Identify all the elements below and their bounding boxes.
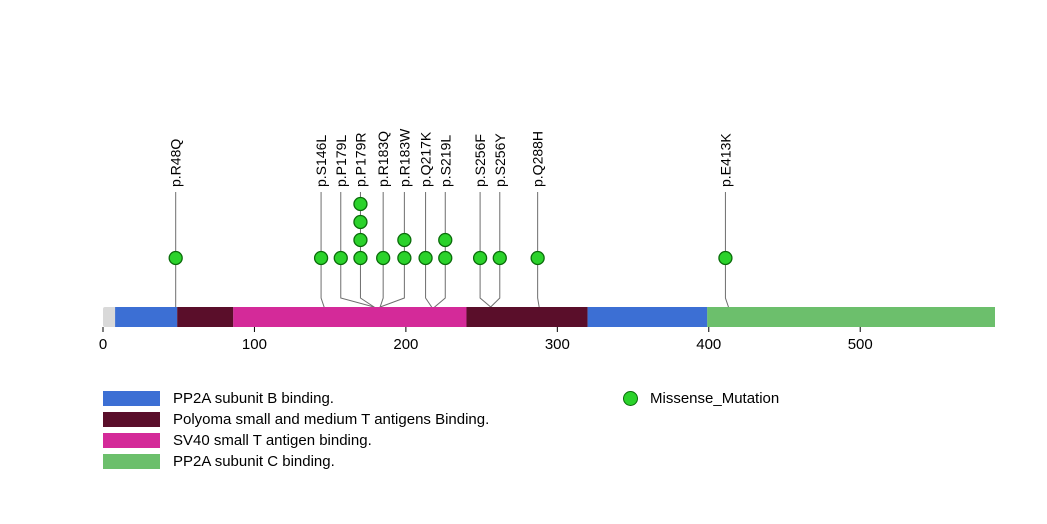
- mutation-lollipop[interactable]: [353, 232, 368, 248]
- legend-label: PP2A subunit C binding.: [173, 453, 335, 470]
- mutation-lollipop[interactable]: [397, 232, 412, 248]
- legend-swatch: [103, 412, 160, 427]
- domain-segment[interactable]: [233, 307, 467, 327]
- legend-swatch: [103, 433, 160, 448]
- mutation-label: p.S219L: [437, 135, 453, 187]
- mutation-lollipop[interactable]: [530, 250, 545, 266]
- mutation-label: p.R183W: [396, 128, 412, 187]
- axis-tick-label: 400: [696, 336, 721, 353]
- mutation-lollipop[interactable]: [397, 250, 412, 266]
- mutation-label: p.R48Q: [168, 139, 184, 187]
- axis-tick-label: 100: [242, 336, 267, 353]
- legend-label: Polyoma small and medium T antigens Bind…: [173, 411, 490, 428]
- legend: PP2A subunit B binding. Polyoma small an…: [0, 388, 1047, 478]
- legend-item-sv40: SV40 small T antigen binding.: [103, 430, 489, 451]
- mutation-label: p.R183Q: [375, 131, 391, 187]
- mutation-lollipop[interactable]: [313, 250, 329, 266]
- mutation-lollipop[interactable]: [333, 250, 348, 266]
- legend-item-missense: Missense_Mutation: [623, 388, 779, 409]
- mutation-lollipop[interactable]: [492, 250, 507, 266]
- mutation-label: p.S256Y: [492, 133, 508, 187]
- legend-item-pp2a-c: PP2A subunit C binding.: [103, 451, 489, 472]
- legend-swatch: [103, 454, 160, 469]
- missense-dot-icon: [623, 391, 638, 406]
- mutation-lollipop[interactable]: [168, 250, 183, 266]
- legend-label: PP2A subunit B binding.: [173, 390, 334, 407]
- mutation-label: p.Q217K: [418, 131, 434, 187]
- mutation-lollipop[interactable]: [472, 250, 488, 266]
- mutation-label: p.P179L: [333, 135, 349, 187]
- legend-item-pp2a-b: PP2A subunit B binding.: [103, 388, 489, 409]
- domain-segment[interactable]: [177, 307, 234, 327]
- domain-segment[interactable]: [115, 307, 178, 327]
- domain-segment[interactable]: [587, 307, 708, 327]
- domain-segment[interactable]: [707, 307, 995, 327]
- mutation-lollipop[interactable]: [418, 250, 433, 266]
- mutation-lollipop[interactable]: [438, 232, 453, 248]
- mutation-label: p.S146L: [313, 135, 329, 187]
- mutation-label: p.S256F: [472, 134, 488, 187]
- axis-tick-label: 200: [393, 336, 418, 353]
- legend-swatch: [103, 391, 160, 406]
- domain-segment[interactable]: [466, 307, 588, 327]
- mutation-label: p.P179R: [352, 133, 368, 187]
- mutation-lollipop[interactable]: [353, 250, 368, 266]
- mutation-lollipop[interactable]: [718, 250, 733, 266]
- mutation-lollipop[interactable]: [353, 214, 368, 230]
- mutation-lollipop[interactable]: [438, 250, 453, 266]
- mutation-label: p.Q288H: [530, 131, 546, 187]
- lollipop-chart: 0 100 200 300 400 500 p.R48Q p.S146L p.P179L p.P1…: [99, 128, 995, 353]
- mutation-lollipop[interactable]: [353, 196, 368, 212]
- axis-tick-label: 500: [848, 336, 873, 353]
- domain-legend: PP2A subunit B binding. Polyoma small an…: [103, 388, 489, 472]
- legend-label: Missense_Mutation: [650, 390, 780, 407]
- mutation-label: p.E413K: [717, 133, 733, 187]
- legend-item-polyoma: Polyoma small and medium T antigens Bind…: [103, 409, 489, 430]
- axis-tick-label: 0: [99, 336, 107, 353]
- mutation-lollipop[interactable]: [376, 250, 391, 266]
- legend-label: SV40 small T antigen binding.: [173, 432, 372, 449]
- axis-tick-label: 300: [545, 336, 570, 353]
